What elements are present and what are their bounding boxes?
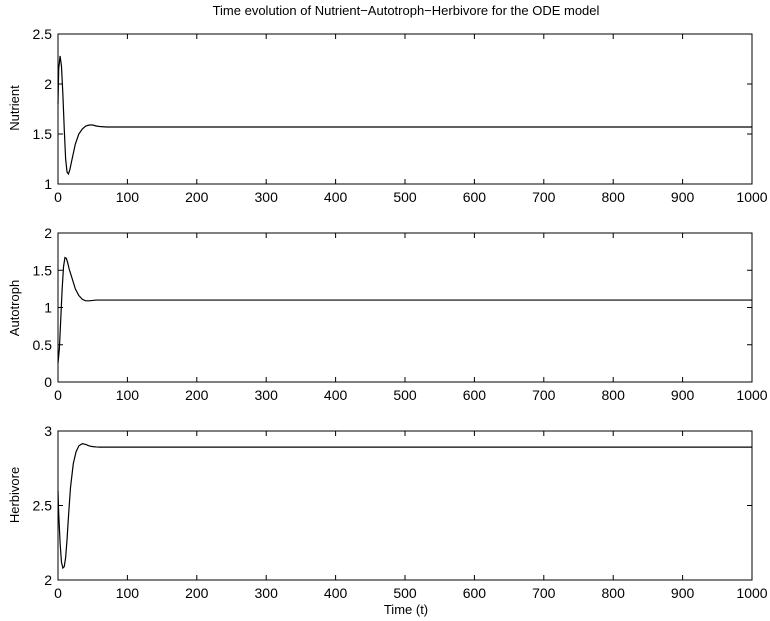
autotroph-xtick-label: 0: [54, 387, 62, 403]
herbivore-xtick-label: 600: [463, 585, 487, 601]
autotroph-xtick-label: 1000: [736, 387, 767, 403]
herbivore-xlabel: Time (t): [384, 602, 428, 617]
herbivore-xtick-label: 700: [532, 585, 556, 601]
herbivore-ytick-label: 2.5: [33, 498, 53, 514]
herbivore-xtick-label: 900: [671, 585, 695, 601]
nutrient-xtick-label: 100: [116, 189, 140, 205]
autotroph-ytick-label: 2: [44, 225, 52, 241]
herbivore-ytick-label: 2: [44, 572, 52, 588]
herbivore-ytick-label: 3: [44, 423, 52, 439]
nutrient-ylabel: Nutrient: [7, 85, 22, 131]
autotroph-series-line: [57, 256, 752, 364]
autotroph-xtick-label: 900: [671, 387, 695, 403]
herbivore-xtick-label: 500: [393, 585, 417, 601]
nutrient-ytick-label: 2: [44, 76, 52, 92]
autotroph-ylabel: Autotroph: [7, 280, 22, 336]
autotroph-ytick-label: 1: [44, 300, 52, 316]
nutrient-xtick-label: 500: [393, 189, 417, 205]
nutrient-xtick-label: 1000: [736, 189, 767, 205]
autotroph-xtick-label: 300: [255, 387, 279, 403]
herbivore-axes-frame: [57, 430, 753, 581]
nutrient-ytick-label: 1.5: [33, 126, 53, 142]
nutrient-xtick-label: 300: [255, 189, 279, 205]
nutrient-plot-area: 0 100 200 300 400 500 600 700 800 900 1000 1 1.5 2 2.5: [33, 26, 768, 205]
autotroph-xtick-label: 400: [324, 387, 348, 403]
nutrient-series-line: [57, 55, 752, 176]
autotroph-xtick-label: 800: [602, 387, 626, 403]
figure-title: Time evolution of Nutrient−Autotroph−Her…: [213, 3, 600, 18]
herbivore-xtick-label: 300: [255, 585, 279, 601]
herbivore-ylabel: Herbivore: [7, 467, 22, 523]
herbivore-subplot: 0 100 200 300 400 500 600 700 800 900 1000 2 2.5 3 He…: [7, 423, 768, 617]
herbivore-plot-area: 0 100 200 300 400 500 600 700 800 900 1000 2 2.5 3: [33, 423, 768, 601]
nutrient-xtick-label: 0: [54, 189, 62, 205]
nutrient-axes-frame: [57, 33, 753, 185]
nutrient-subplot: 0 100 200 300 400 500 600 700 800 900 1000 1 1.5 2 2.5…: [7, 26, 768, 205]
nutrient-xtick-label: 600: [463, 189, 487, 205]
nutrient-xtick-label: 400: [324, 189, 348, 205]
autotroph-ytick-label: 0: [44, 374, 52, 390]
autotroph-xtick-label: 200: [185, 387, 209, 403]
nutrient-xtick-label: 800: [602, 189, 626, 205]
autotroph-xtick-label: 100: [116, 387, 140, 403]
nutrient-ytick-label: 2.5: [33, 26, 53, 42]
herbivore-xtick-label: 100: [116, 585, 140, 601]
herbivore-series-line: [57, 443, 752, 570]
nutrient-xtick-label: 200: [185, 189, 209, 205]
herbivore-xtick-label: 400: [324, 585, 348, 601]
autotroph-ytick-label: 0.5: [33, 337, 53, 353]
herbivore-xtick-label: 1000: [736, 585, 767, 601]
autotroph-xtick-label: 500: [393, 387, 417, 403]
autotroph-subplot: 0 100 200 300 400 500 600 700 800 900 1000 0 0.5 1 1.5…: [7, 225, 768, 403]
autotroph-ytick-label: 1.5: [33, 262, 53, 278]
autotroph-xtick-label: 600: [463, 387, 487, 403]
herbivore-xtick-label: 0: [54, 585, 62, 601]
nutrient-xtick-label: 700: [532, 189, 556, 205]
autotroph-plot-area: 0 100 200 300 400 500 600 700 800 900 1000 0 0.5 1 1.5…: [33, 225, 768, 403]
nutrient-xtick-label: 900: [671, 189, 695, 205]
autotroph-axes-frame: [57, 232, 753, 383]
autotroph-xtick-label: 700: [532, 387, 556, 403]
nutrient-ytick-label: 1: [44, 176, 52, 192]
herbivore-xtick-label: 800: [602, 585, 626, 601]
herbivore-xtick-label: 200: [185, 585, 209, 601]
